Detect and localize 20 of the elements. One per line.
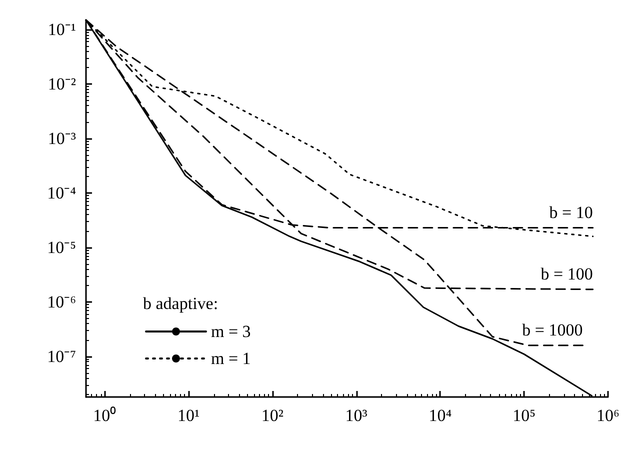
x-tick-label: 10⁵: [512, 406, 536, 425]
y-tick-label: 10⁻²: [48, 74, 76, 94]
x-tick-label: 10⁶: [596, 406, 620, 425]
legend-label: m = 1: [211, 349, 251, 368]
y-tick-label: 10⁻⁵: [47, 238, 76, 257]
y-tick-label: 10⁻⁷: [47, 346, 76, 366]
x-tick-label: 10⁴: [428, 406, 452, 425]
series-label: b = 10: [549, 202, 593, 222]
x-tick-label: 10³: [345, 406, 368, 425]
y-tick-label: 10⁻¹: [48, 20, 76, 40]
x-tick-label: 10⁰: [93, 406, 116, 425]
legend-label: m = 3: [211, 322, 251, 341]
y-tick-label: 10⁻⁶: [47, 292, 76, 312]
x-tick-label: 10²: [261, 406, 284, 425]
y-tick-label: 10⁻³: [48, 129, 76, 148]
x-tick-label: 10¹: [177, 406, 200, 425]
series-label: b = 1000: [522, 320, 583, 340]
legend-title: b adaptive:: [143, 294, 218, 313]
y-tick-label: 10⁻⁴: [47, 184, 76, 203]
series-label: b = 100: [540, 264, 593, 284]
